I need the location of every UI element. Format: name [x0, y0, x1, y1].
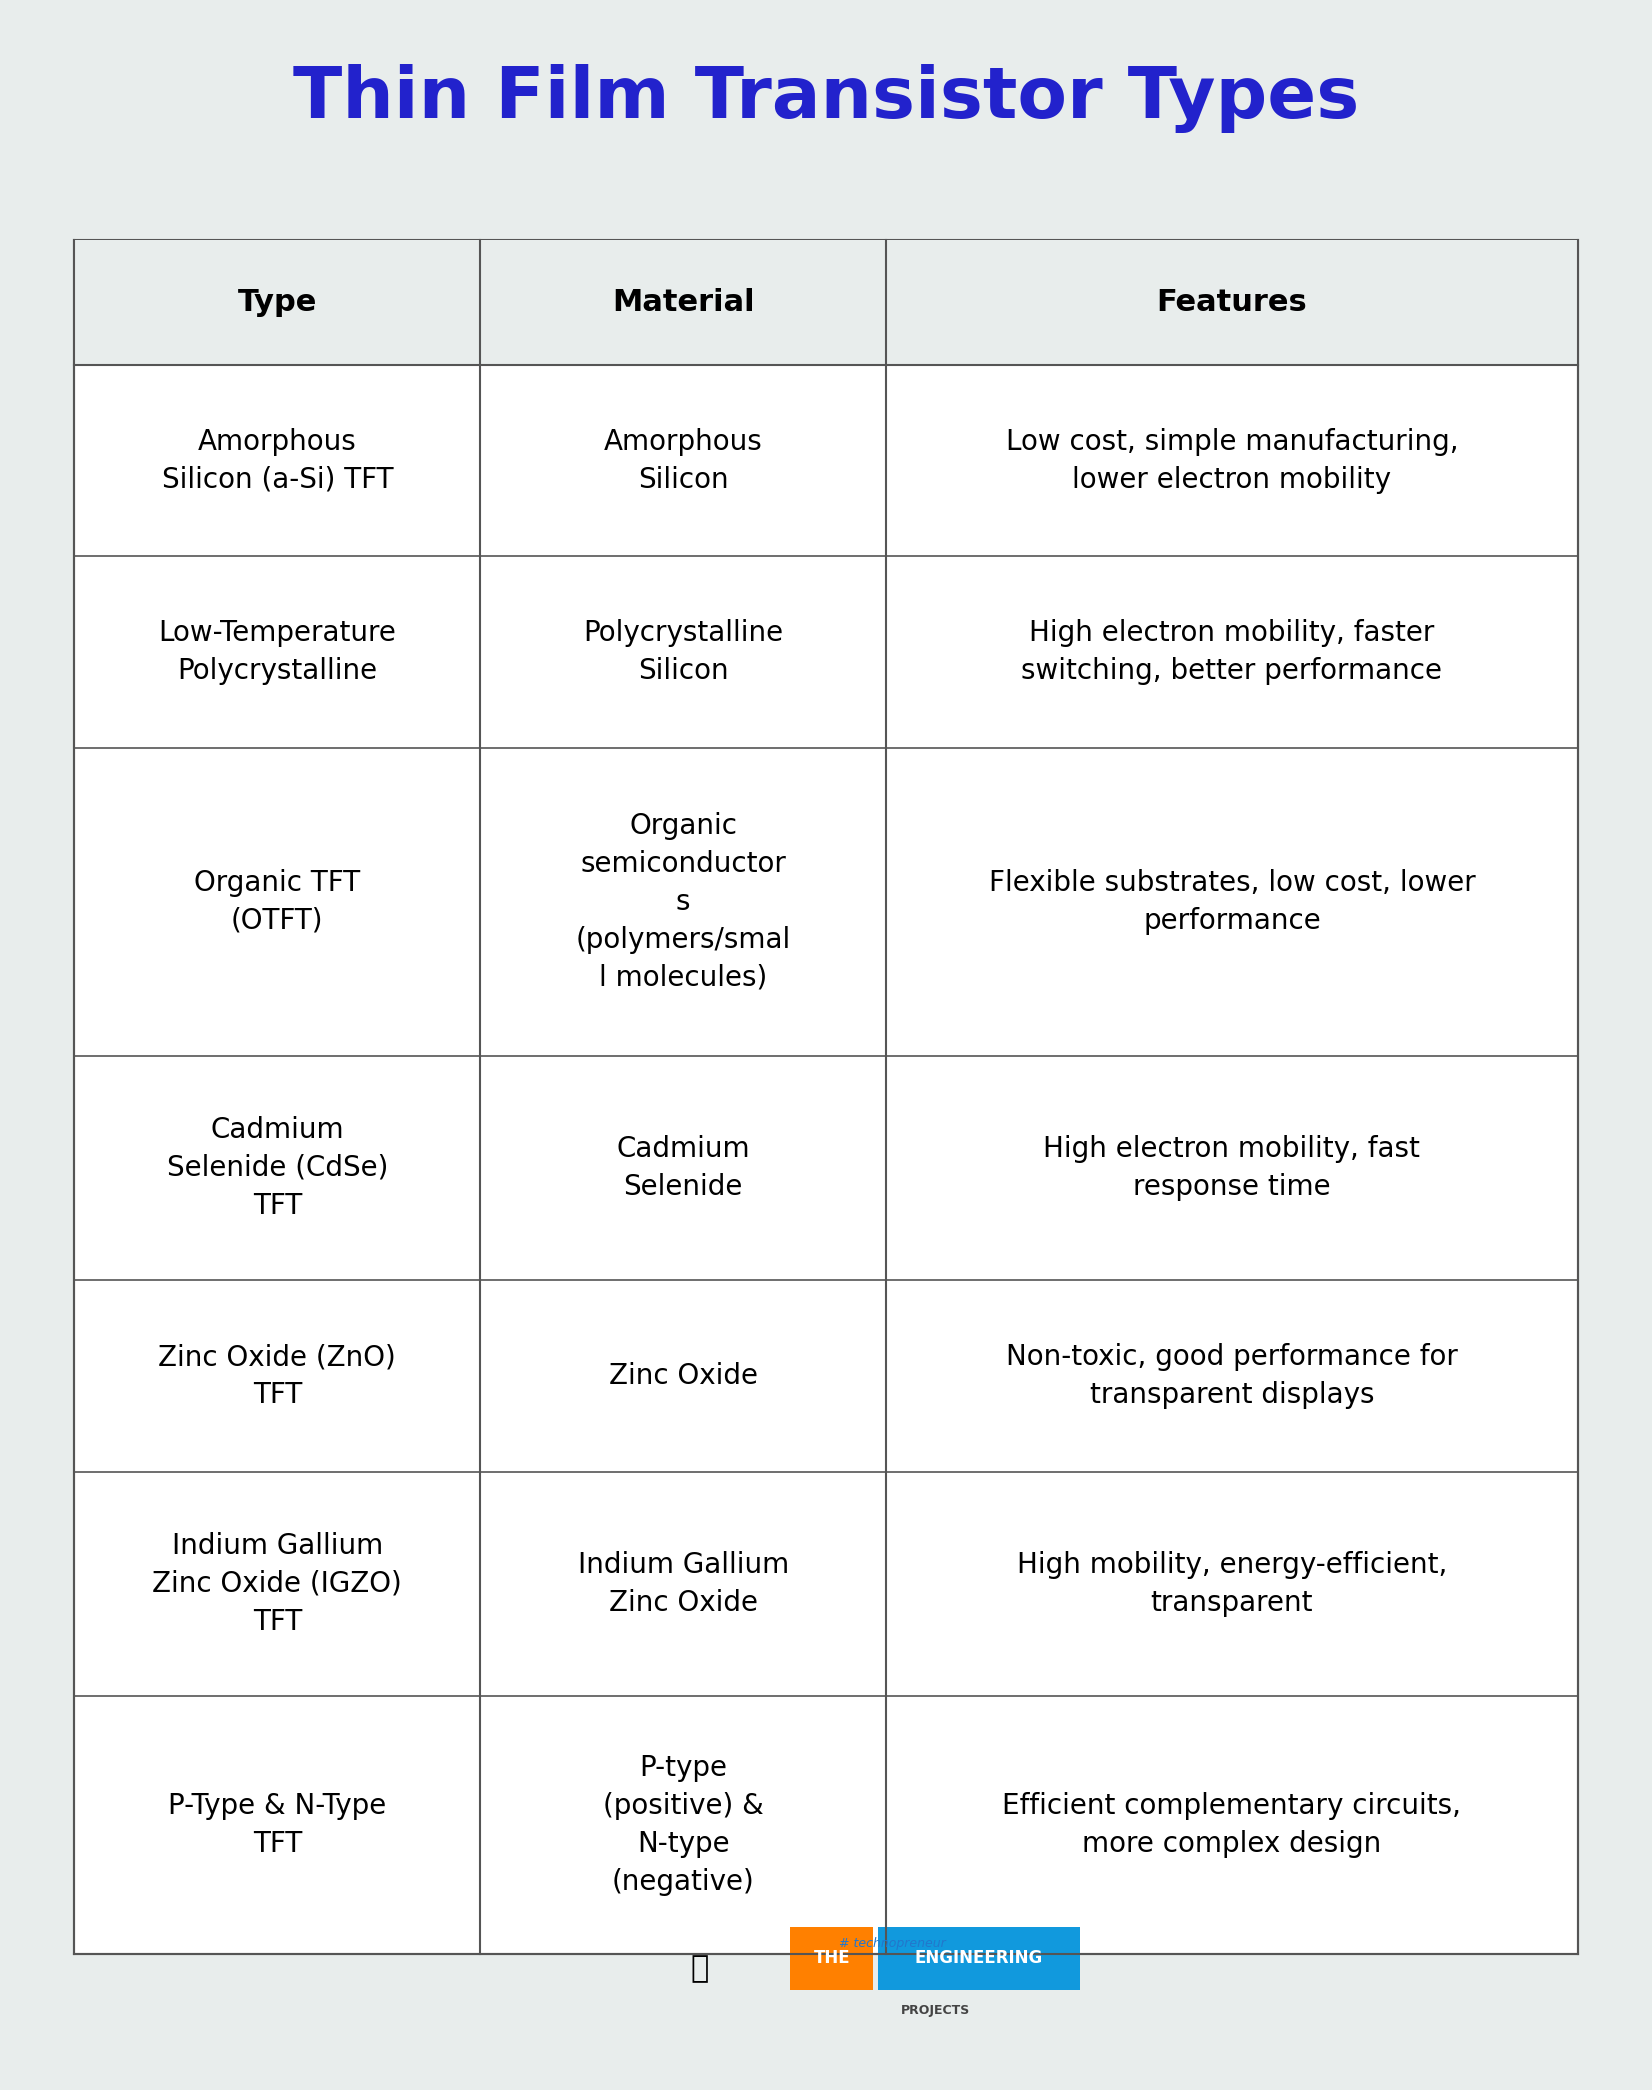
Text: PROJECTS: PROJECTS [900, 2004, 970, 2017]
Text: 🤖: 🤖 [691, 1954, 709, 1983]
Text: High electron mobility, faster
switching, better performance: High electron mobility, faster switching… [1021, 619, 1442, 686]
Text: Low cost, simple manufacturing,
lower electron mobility: Low cost, simple manufacturing, lower el… [1006, 428, 1459, 493]
Text: Efficient complementary circuits,
more complex design: Efficient complementary circuits, more c… [1003, 1793, 1462, 1858]
Text: Low-Temperature
Polycrystalline: Low-Temperature Polycrystalline [159, 619, 396, 686]
Text: Zinc Oxide: Zinc Oxide [608, 1363, 758, 1390]
Bar [74, 240, 1578, 366]
Text: Indium Gallium
Zinc Oxide (IGZO)
TFT: Indium Gallium Zinc Oxide (IGZO) TFT [152, 1532, 401, 1636]
Text: Features: Features [1156, 288, 1307, 318]
FancyBboxPatch shape [879, 1927, 1080, 1990]
Bar [74, 240, 1578, 1954]
Text: Polycrystalline
Silicon: Polycrystalline Silicon [583, 619, 783, 686]
Text: Zinc Oxide (ZnO)
TFT: Zinc Oxide (ZnO) TFT [159, 1344, 396, 1409]
Text: Cadmium
Selenide: Cadmium Selenide [616, 1135, 750, 1202]
Text: ENGINEERING: ENGINEERING [915, 1950, 1042, 1967]
Text: Amorphous
Silicon (a-Si) TFT: Amorphous Silicon (a-Si) TFT [162, 428, 393, 493]
Text: P-Type & N-Type
TFT: P-Type & N-Type TFT [169, 1793, 387, 1858]
Text: Flexible substrates, low cost, lower
performance: Flexible substrates, low cost, lower per… [988, 869, 1475, 934]
Text: Thin Film Transistor Types: Thin Film Transistor Types [292, 63, 1360, 134]
Text: THE: THE [813, 1950, 851, 1967]
Text: Organic
semiconductor
s
(polymers/smal
l molecules): Organic semiconductor s (polymers/smal l… [575, 811, 791, 991]
Text: Cadmium
Selenide (CdSe)
TFT: Cadmium Selenide (CdSe) TFT [167, 1116, 388, 1221]
Text: High mobility, energy-efficient,
transparent: High mobility, energy-efficient, transpa… [1016, 1551, 1447, 1618]
Text: Organic TFT
(OTFT): Organic TFT (OTFT) [195, 869, 360, 934]
Text: Amorphous
Silicon: Amorphous Silicon [605, 428, 763, 493]
Text: # technopreneur: # technopreneur [839, 1937, 945, 1950]
Text: P-type
(positive) &
N-type
(negative): P-type (positive) & N-type (negative) [603, 1754, 763, 1896]
Text: High electron mobility, fast
response time: High electron mobility, fast response ti… [1044, 1135, 1421, 1202]
FancyBboxPatch shape [791, 1927, 874, 1990]
Text: Type: Type [238, 288, 317, 318]
Text: Indium Gallium
Zinc Oxide: Indium Gallium Zinc Oxide [578, 1551, 788, 1618]
Text: Material: Material [611, 288, 755, 318]
Text: Non-toxic, good performance for
transparent displays: Non-toxic, good performance for transpar… [1006, 1344, 1457, 1409]
